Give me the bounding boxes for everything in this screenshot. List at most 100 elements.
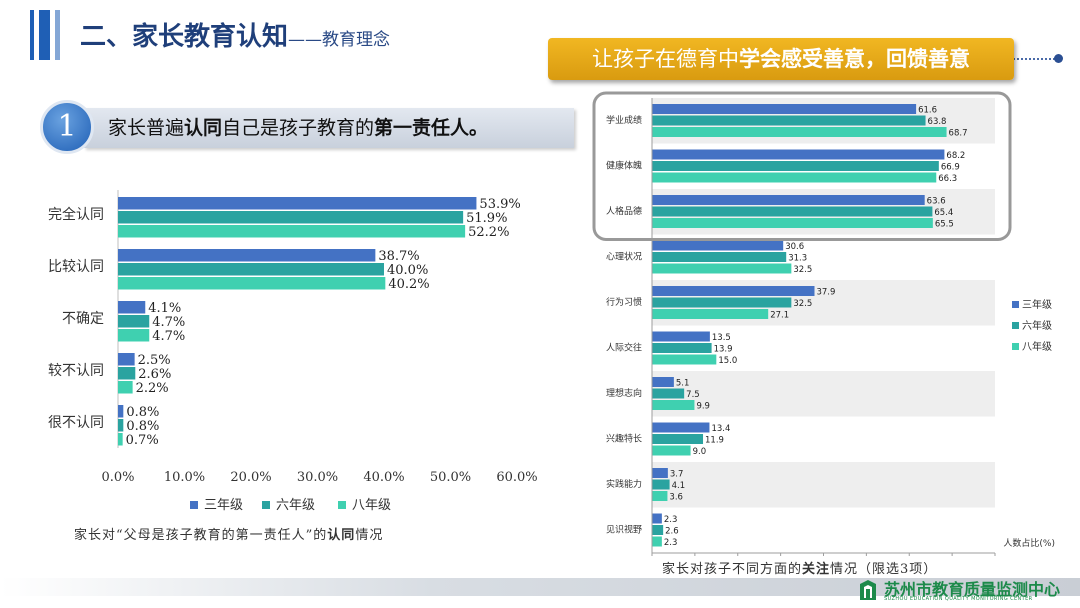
key-point-text-2: 认同: [184, 117, 223, 139]
right-bar: [652, 252, 787, 262]
right-data-label: 63.8: [928, 117, 947, 127]
key-point-bar: [84, 108, 574, 148]
right-category-label: 学业成绩: [606, 114, 642, 126]
key-point-text-1: 家长普遍: [108, 117, 185, 139]
right-data-label: 9.0: [693, 447, 707, 457]
right-data-label: 30.6: [785, 242, 804, 252]
right-bar: [652, 331, 710, 342]
left-bar: [118, 301, 146, 314]
right-data-label: 3.6: [669, 493, 683, 503]
left-legend-swatch: [190, 501, 198, 509]
right-data-label: 65.4: [934, 208, 953, 218]
logo-mark-icon: [860, 580, 876, 600]
right-data-label: 66.3: [938, 174, 957, 184]
left-caption-part-3: 情况: [355, 528, 384, 543]
right-bar: [652, 491, 668, 501]
right-bar: [652, 149, 945, 160]
right-row-band: [652, 371, 995, 417]
right-bar: [652, 377, 674, 387]
right-legend-swatch: [1012, 343, 1019, 350]
right-bar: [652, 525, 664, 535]
left-data-label: 4.7%: [152, 315, 185, 330]
right-bar: [652, 127, 947, 137]
right-data-label: 2.3: [664, 538, 678, 548]
left-legend-label: 三年级: [204, 498, 243, 513]
right-bar: [652, 309, 769, 319]
right-caption-part-1: 家长对孩子不同方面的: [662, 562, 803, 577]
left-chart-caption: 家长对“父母是孩子教育的第一责任人”的认同情况: [74, 524, 383, 543]
right-bar: [652, 388, 685, 399]
right-bar: [652, 479, 670, 490]
left-legend-label: 六年级: [276, 498, 315, 513]
right-data-label: 63.6: [927, 197, 946, 207]
right-bar: [652, 536, 662, 547]
key-point-text-3: 自己是孩子教育的: [222, 117, 375, 139]
left-legend-swatch: [338, 501, 346, 509]
right-data-label: 13.4: [711, 424, 730, 434]
left-category-label: 较不认同: [48, 363, 104, 379]
center-logo: 苏州市教育质量监测中心 SUZHOU EDUCATION QUALITY MON…: [858, 576, 1076, 606]
right-caption-part-3: 情况（限选3项）: [830, 562, 938, 577]
left-legend-swatch: [262, 501, 270, 509]
right-data-label: 9.9: [696, 402, 710, 412]
left-bar: [118, 197, 477, 210]
right-data-label: 4.1: [672, 481, 686, 491]
right-chart-caption: 家长对孩子不同方面的关注情况（限选3项）: [662, 558, 937, 577]
right-legend-swatch: [1012, 322, 1019, 329]
left-category-label: 不确定: [62, 311, 104, 327]
right-data-label: 13.5: [712, 333, 731, 343]
right-bar: [652, 434, 704, 444]
page-title-sub: ——教育理念: [288, 30, 391, 50]
left-caption-part-2: 认同: [327, 528, 356, 543]
logo-name: 苏州市教育质量监测中心: [884, 580, 1061, 599]
left-bar: [118, 367, 136, 380]
right-data-label: 32.5: [793, 265, 812, 275]
right-bar: [652, 240, 784, 251]
left-x-tick-label: 10.0%: [164, 470, 205, 485]
right-data-label: 32.5: [793, 299, 812, 309]
right-legend-label: 八年级: [1022, 340, 1052, 353]
right-bar: [652, 104, 917, 114]
right-category-label: 人际交往: [606, 342, 642, 354]
right-bar: [652, 468, 668, 478]
left-category-label: 很不认同: [48, 415, 104, 431]
left-data-label: 0.7%: [126, 433, 159, 448]
right-caption-part-2: 关注: [802, 562, 831, 577]
right-data-label: 66.9: [941, 163, 960, 173]
left-x-tick-label: 0.0%: [101, 470, 134, 485]
right-bar: [652, 263, 792, 274]
right-legend-swatch: [1012, 301, 1019, 308]
right-bar: [652, 400, 695, 410]
right-bar: [652, 297, 792, 308]
left-bar: [118, 381, 133, 394]
key-point-text-4: 第一责任人。: [374, 117, 489, 139]
right-legend-label: 六年级: [1022, 319, 1052, 332]
right-bar: [652, 513, 662, 524]
right-bar: [652, 115, 926, 126]
right-data-label: 15.0: [718, 356, 737, 366]
right-legend-label: 三年级: [1022, 298, 1052, 311]
left-x-tick-label: 60.0%: [496, 470, 537, 485]
right-x-axis-label: 人数占比(%): [1003, 537, 1055, 549]
page-title-main: 二、家长教育认知: [80, 22, 289, 52]
left-data-label: 51.9%: [466, 211, 507, 226]
right-data-label: 2.3: [664, 515, 678, 525]
key-point-text: 家长普遍认同自己是孩子教育的第一责任人。: [108, 108, 488, 148]
right-bar: [652, 161, 939, 171]
right-bar: [652, 195, 925, 205]
right-category-label: 实践能力: [606, 478, 642, 490]
left-data-label: 40.0%: [387, 263, 428, 278]
left-bar: [118, 353, 135, 366]
right-data-label: 7.5: [686, 390, 700, 400]
right-row-band: [652, 462, 995, 508]
banner-bold: 学会感受善意，回馈善意: [739, 47, 970, 71]
right-data-label: 27.1: [770, 311, 789, 321]
left-bar: [118, 211, 464, 224]
left-data-label: 0.8%: [126, 419, 159, 434]
key-point-number: 1: [40, 100, 94, 154]
right-bar: [652, 422, 710, 433]
right-category-label: 兴趣特长: [606, 433, 642, 445]
logo-english: SUZHOU EDUCATION QUALITY MONITORING CENT…: [884, 596, 1033, 602]
left-bar: [118, 315, 150, 328]
right-data-label: 61.6: [918, 106, 937, 116]
